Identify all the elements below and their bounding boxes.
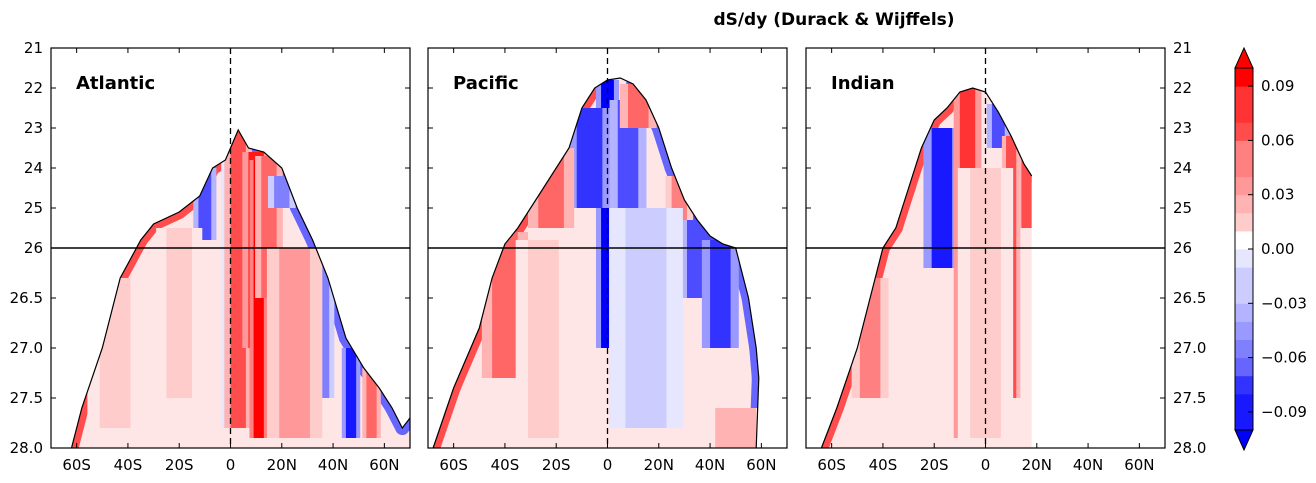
colorbar-level <box>1235 230 1253 250</box>
field-feature <box>492 232 518 378</box>
colorbar-tick-label: 0.00 <box>1261 240 1294 258</box>
y-tick-label: 22 <box>24 79 43 97</box>
field-feature <box>625 208 667 428</box>
colorbar-level <box>1235 285 1253 304</box>
field-feature <box>617 100 639 228</box>
chart-title: dS/dy (Durack & Wijffels) <box>713 10 954 30</box>
panel-atlantic: Atlantic 60S 40S 20S 0 20N 40N 60N 21 22 23 24 25 26 2… <box>10 39 411 474</box>
field-feature <box>345 348 357 438</box>
y-tick-label: 25 <box>24 199 43 217</box>
y-tick-label: 21 <box>24 39 43 57</box>
basin-label: Indian <box>831 73 895 94</box>
colorbar-tick-label: −0.03 <box>1261 294 1307 312</box>
y-tick-label: 26 <box>24 239 43 257</box>
x-tick-label: 20N <box>1022 456 1052 474</box>
x-tick-label: 20S <box>542 456 571 474</box>
y-tick-label: 24 <box>24 159 43 177</box>
colorbar-level <box>1235 375 1253 395</box>
colorbar-level <box>1235 140 1253 159</box>
basin-label: Pacific <box>453 73 519 94</box>
field-feature <box>253 160 264 438</box>
field-feature <box>99 278 131 428</box>
y-tick-label: 24 <box>1173 159 1192 177</box>
colorbar-level <box>1235 68 1253 87</box>
y-tick-label: 28.0 <box>1173 439 1206 457</box>
x-tick-label: 60N <box>746 456 776 474</box>
colorbar-level <box>1235 267 1253 286</box>
colorbar-level <box>1235 249 1253 268</box>
panel-indian: Indian 60S 40S 20S 0 20N 40N 60N 21 22 23 24 25 26 26.… <box>805 39 1206 474</box>
x-tick-label: 20N <box>267 456 297 474</box>
y-tick-label: 26.5 <box>10 289 43 307</box>
y-tick-label: 27.5 <box>1173 389 1206 407</box>
field-feature <box>230 132 246 428</box>
outcrop-line <box>70 128 411 449</box>
field-feature <box>538 148 564 228</box>
y-tick-label: 22 <box>1173 79 1192 97</box>
colorbar-level <box>1235 393 1253 413</box>
y-tick-label: 26 <box>1173 239 1192 257</box>
x-tick-label: 60S <box>439 456 468 474</box>
y-tick-label: 21 <box>1173 39 1192 57</box>
colorbar: 0.09 0.06 0.03 0.00 −0.03 −0.06 −0.09 <box>1234 46 1307 452</box>
colorbar-level <box>1235 339 1253 359</box>
x-tick-label: 40N <box>695 456 725 474</box>
y-tick-label: 25 <box>1173 199 1192 217</box>
y-tick-label: 23 <box>1173 119 1192 137</box>
panel-pacific: Pacific 60S 40S 20S 0 20N 40N 60N <box>427 47 788 474</box>
field-feature <box>931 128 953 268</box>
colorbar-tick-label: −0.06 <box>1261 349 1307 367</box>
field-feature <box>710 240 731 348</box>
x-tick-label: 60N <box>1124 456 1154 474</box>
colorbar-level <box>1235 158 1253 178</box>
colorbar-extend-max <box>1234 46 1254 69</box>
field-feature <box>1021 156 1032 228</box>
basin-label: Atlantic <box>76 73 155 94</box>
y-tick-label: 27.5 <box>10 389 43 407</box>
colorbar-level <box>1235 122 1253 141</box>
y-tick-label: 28.0 <box>10 439 43 457</box>
colorbar-level <box>1235 303 1253 322</box>
x-tick-label: 60N <box>369 456 399 474</box>
field-feature <box>366 368 377 438</box>
colorbar-level <box>1235 194 1253 214</box>
colorbar-level <box>1235 411 1253 431</box>
colorbar-level <box>1235 357 1253 377</box>
y-tick-label: 23 <box>24 119 43 137</box>
colorbar-level <box>1235 321 1253 340</box>
x-tick-label: 20S <box>165 456 194 474</box>
x-tick-label: 40S <box>114 456 143 474</box>
x-tick-label: 40S <box>491 456 520 474</box>
x-tick-label: 40N <box>1073 456 1103 474</box>
colorbar-level <box>1235 104 1253 123</box>
colorbar-tick-label: 0.06 <box>1261 131 1294 149</box>
field-feature <box>279 248 310 438</box>
colorbar-level <box>1235 176 1253 196</box>
x-tick-label: 60S <box>62 456 91 474</box>
colorbar-level <box>1235 212 1253 232</box>
colorbar-tick-label: 0.03 <box>1261 186 1294 204</box>
y-tick-label: 27.0 <box>1173 339 1206 357</box>
x-tick-label: 20N <box>644 456 674 474</box>
x-tick-label: 60S <box>817 456 846 474</box>
y-tick-label: 26.5 <box>1173 289 1206 307</box>
colorbar-extend-min <box>1234 429 1254 452</box>
colorbar-level <box>1235 86 1253 105</box>
field-feature <box>166 228 193 398</box>
x-tick-label: 0 <box>226 456 236 474</box>
x-tick-label: 0 <box>981 456 991 474</box>
field-feature <box>715 408 757 448</box>
x-tick-label: 20S <box>920 456 949 474</box>
x-tick-label: 40S <box>869 456 898 474</box>
outcrop-line <box>820 87 1033 449</box>
field-feature <box>528 240 559 438</box>
x-tick-label: 40N <box>318 456 348 474</box>
field-feature <box>576 108 603 208</box>
colorbar-tick-label: 0.09 <box>1261 77 1294 95</box>
colorbar-tick-label: −0.09 <box>1261 403 1307 421</box>
field-feature <box>274 176 290 208</box>
x-tick-label: 0 <box>603 456 613 474</box>
y-tick-label: 27.0 <box>10 339 43 357</box>
